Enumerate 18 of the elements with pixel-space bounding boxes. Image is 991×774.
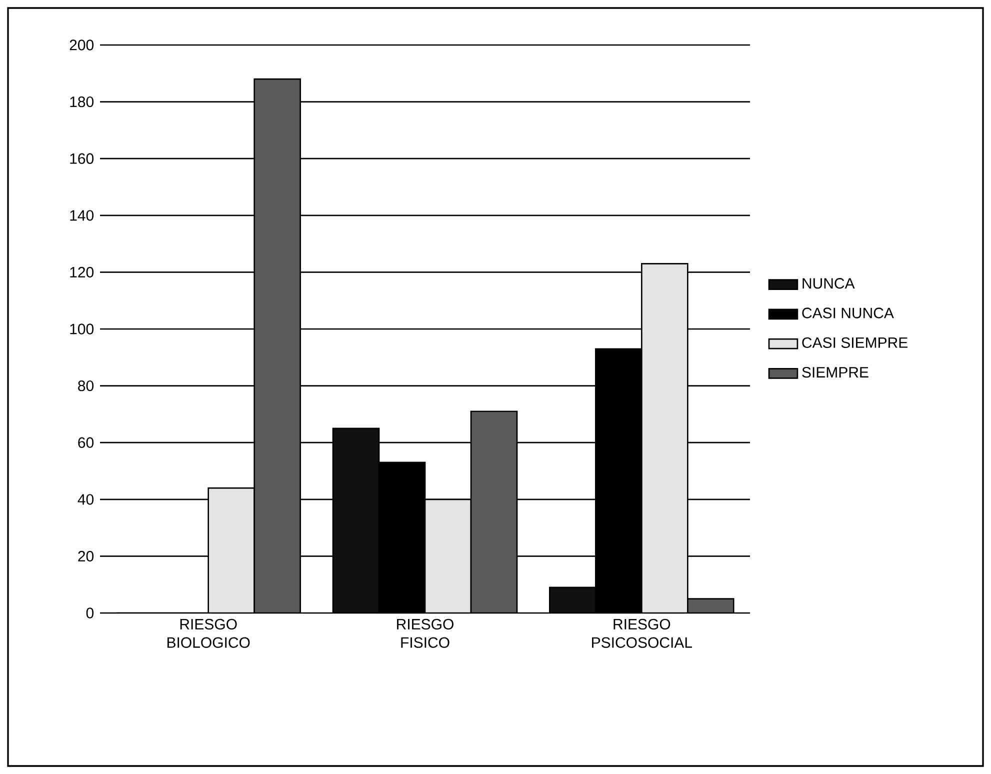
- y-tick-label: 100: [70, 324, 94, 334]
- legend-label: CASI SIEMPRE: [802, 337, 908, 348]
- x-tick-label: RIESGO FISICO: [397, 618, 454, 648]
- x-tick-label: RIESGO PSICOSOCIAL: [592, 618, 692, 648]
- legend-label: SIEMPRE: [802, 366, 868, 378]
- y-tick-label: 40: [78, 494, 94, 505]
- y-tick-label: 0: [86, 608, 94, 618]
- y-tick-label: 200: [70, 40, 94, 50]
- x-tick-label: RIESGO BIOLOGICO: [167, 618, 250, 648]
- legend-label: NUNCA: [802, 278, 855, 289]
- y-tick-label: 180: [70, 96, 94, 108]
- y-tick-label: 60: [78, 437, 94, 448]
- legend-label: CASI NUNCA: [802, 308, 894, 318]
- y-tick-label: 120: [70, 266, 94, 278]
- y-tick-label: 20: [78, 550, 94, 562]
- y-tick-label: 160: [70, 153, 94, 164]
- y-tick-label: 80: [78, 380, 94, 392]
- y-tick-label: 140: [70, 210, 94, 221]
